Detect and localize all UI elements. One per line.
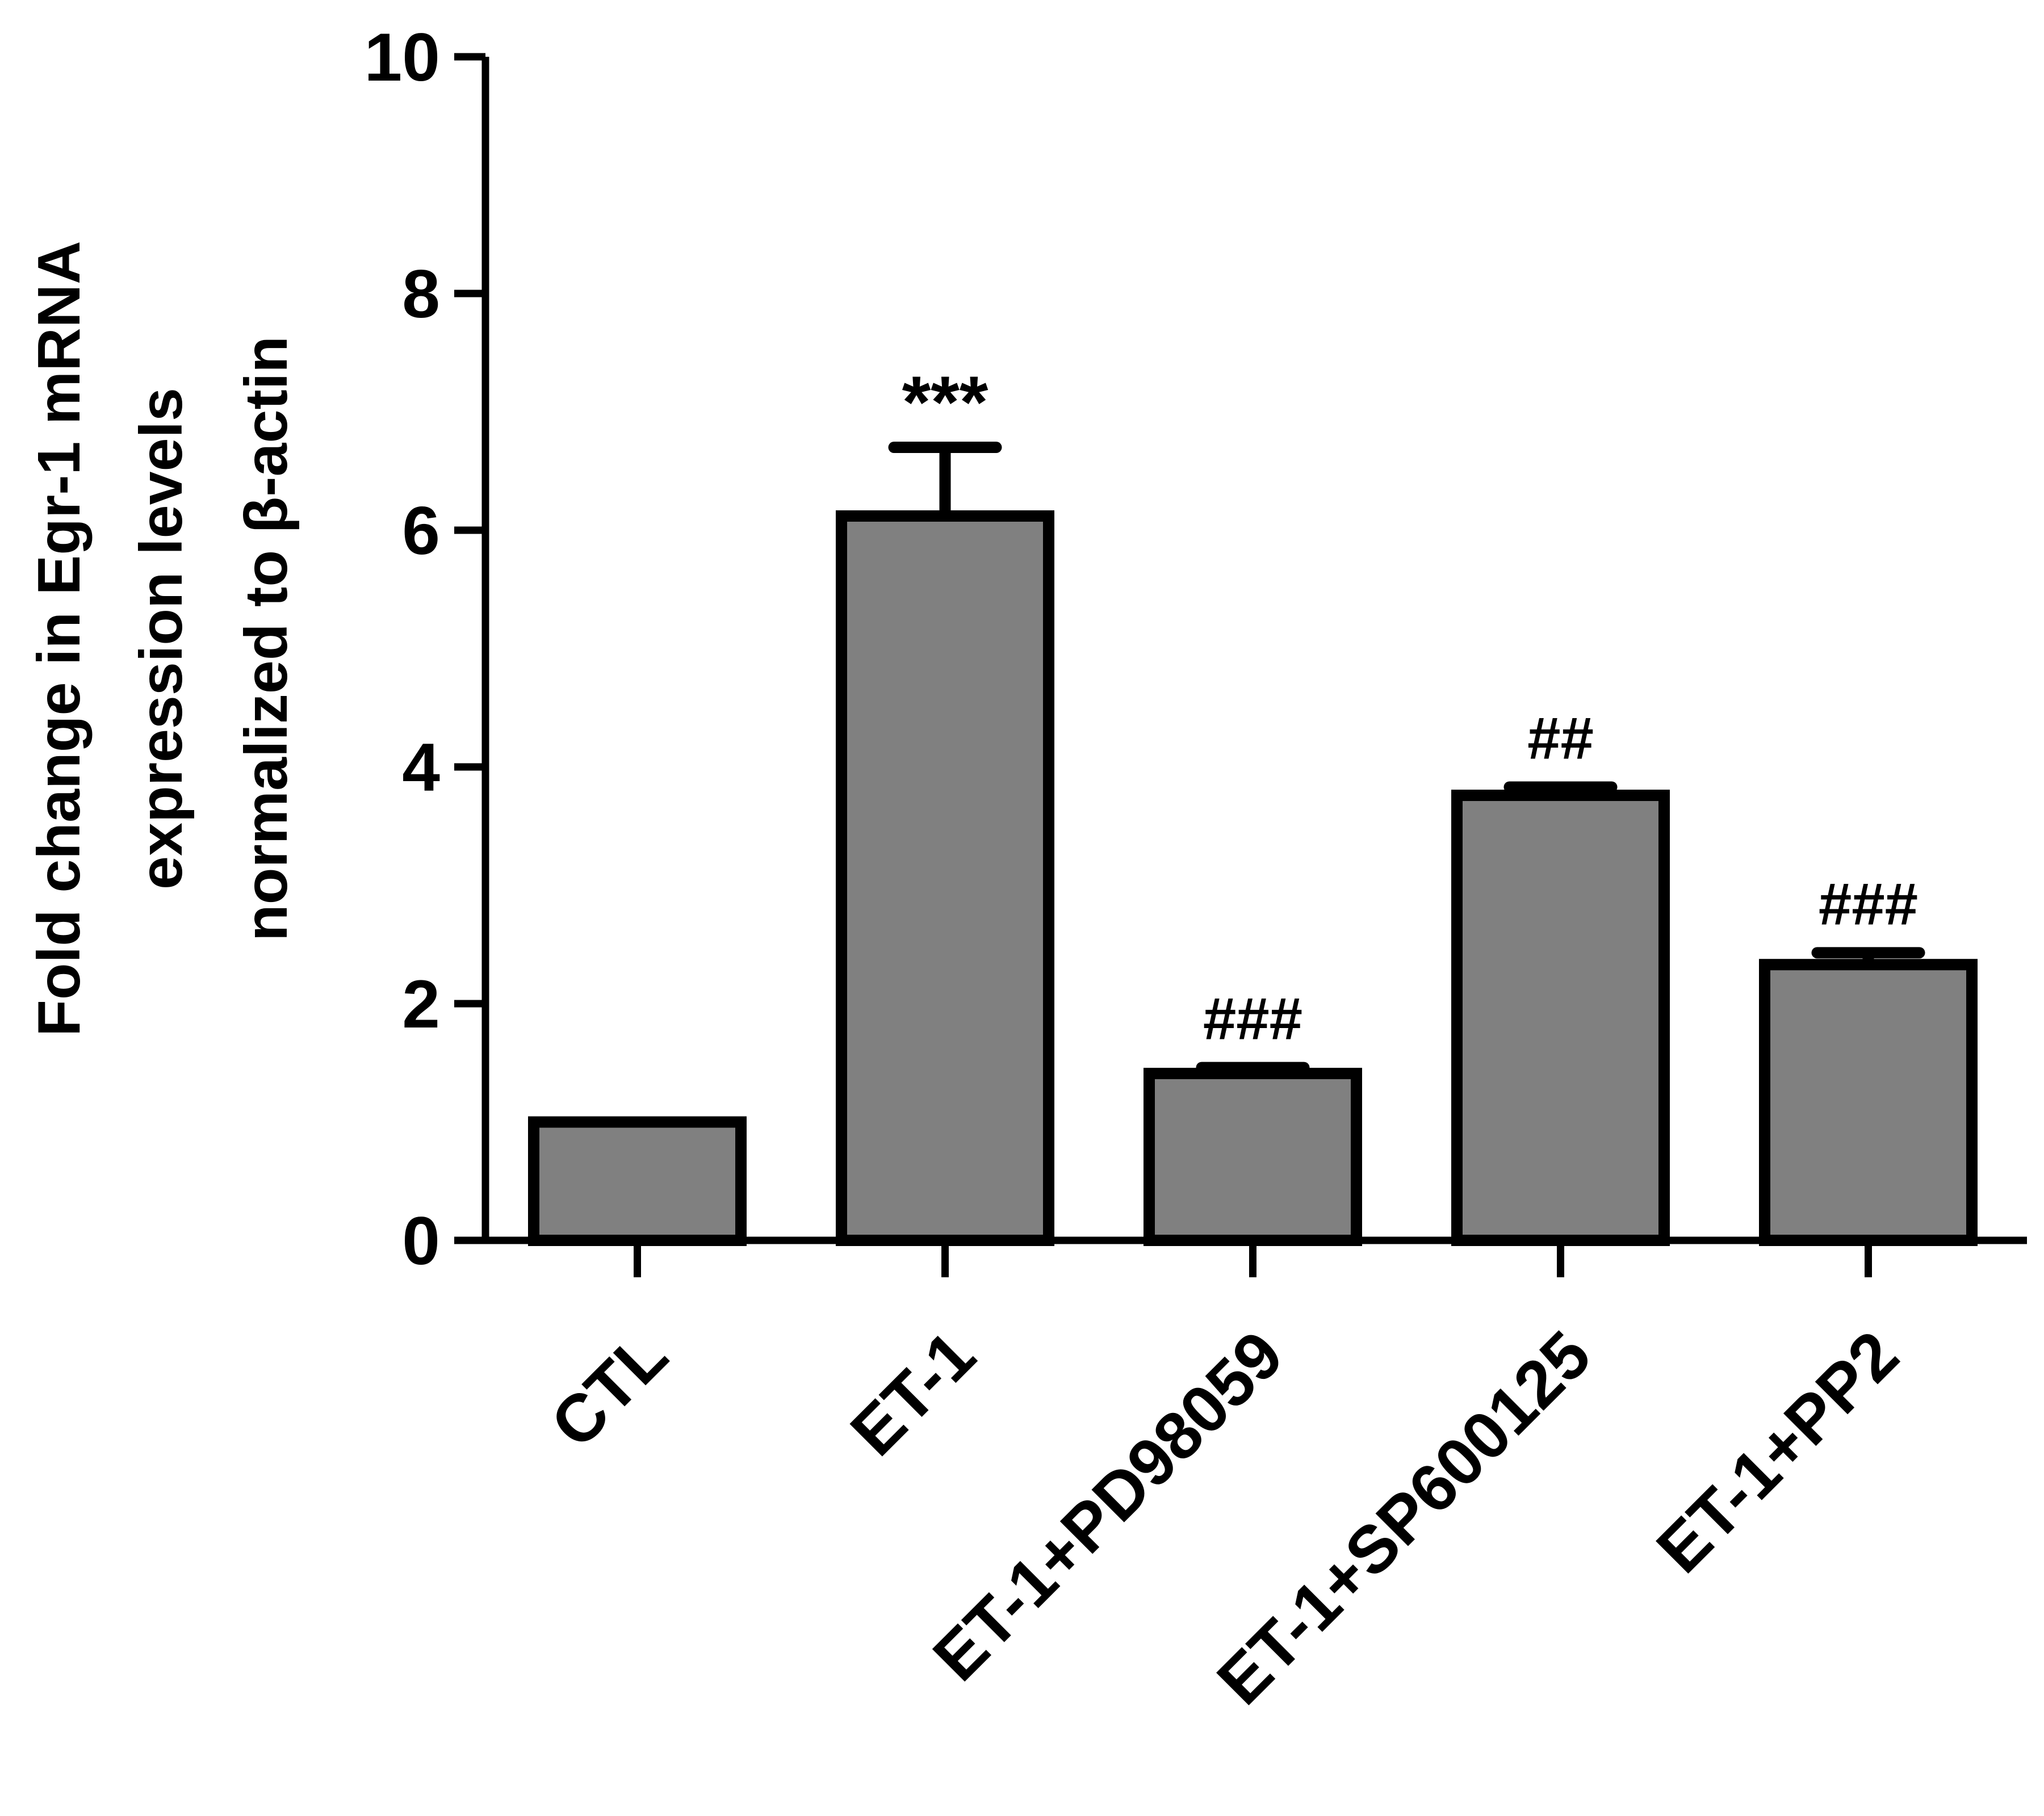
- bar-4: [1759, 959, 1978, 1246]
- bar-0: [528, 1116, 747, 1246]
- x-category-label-4: ET-1+PP2: [1643, 1317, 1913, 1587]
- significance-label-3: ##: [1527, 705, 1594, 771]
- significance-label-4: ###: [1819, 871, 1918, 937]
- bar-3: [1451, 790, 1670, 1247]
- x-category-label-1: ET-1: [836, 1317, 990, 1470]
- bar-2: [1144, 1068, 1362, 1246]
- bars-layer: [528, 442, 1978, 1247]
- y-tick-label-1: 2: [402, 966, 440, 1042]
- bar-1: [836, 510, 1054, 1246]
- y-tick-label-3: 6: [402, 493, 440, 569]
- y-tick-label-0: 0: [402, 1203, 440, 1279]
- y-axis-label-line-2: expression levels: [128, 388, 195, 890]
- y-tick-label-5: 10: [365, 19, 440, 95]
- y-tick-label-2: 4: [402, 729, 440, 806]
- significance-label-2: ###: [1203, 986, 1302, 1052]
- y-tick-label-4: 8: [402, 256, 440, 332]
- y-axis-label-line-1: Fold change in Egr-1 mRNA: [26, 241, 93, 1037]
- axes-layer: [454, 53, 2027, 1277]
- x-category-label-0: CTL: [537, 1317, 682, 1462]
- y-axis-label-line-3: normalized to β-actin: [233, 336, 300, 941]
- significance-label-1: ***: [902, 360, 989, 443]
- y-axis-label: Fold change in Egr-1 mRNA expression lev…: [26, 241, 300, 1037]
